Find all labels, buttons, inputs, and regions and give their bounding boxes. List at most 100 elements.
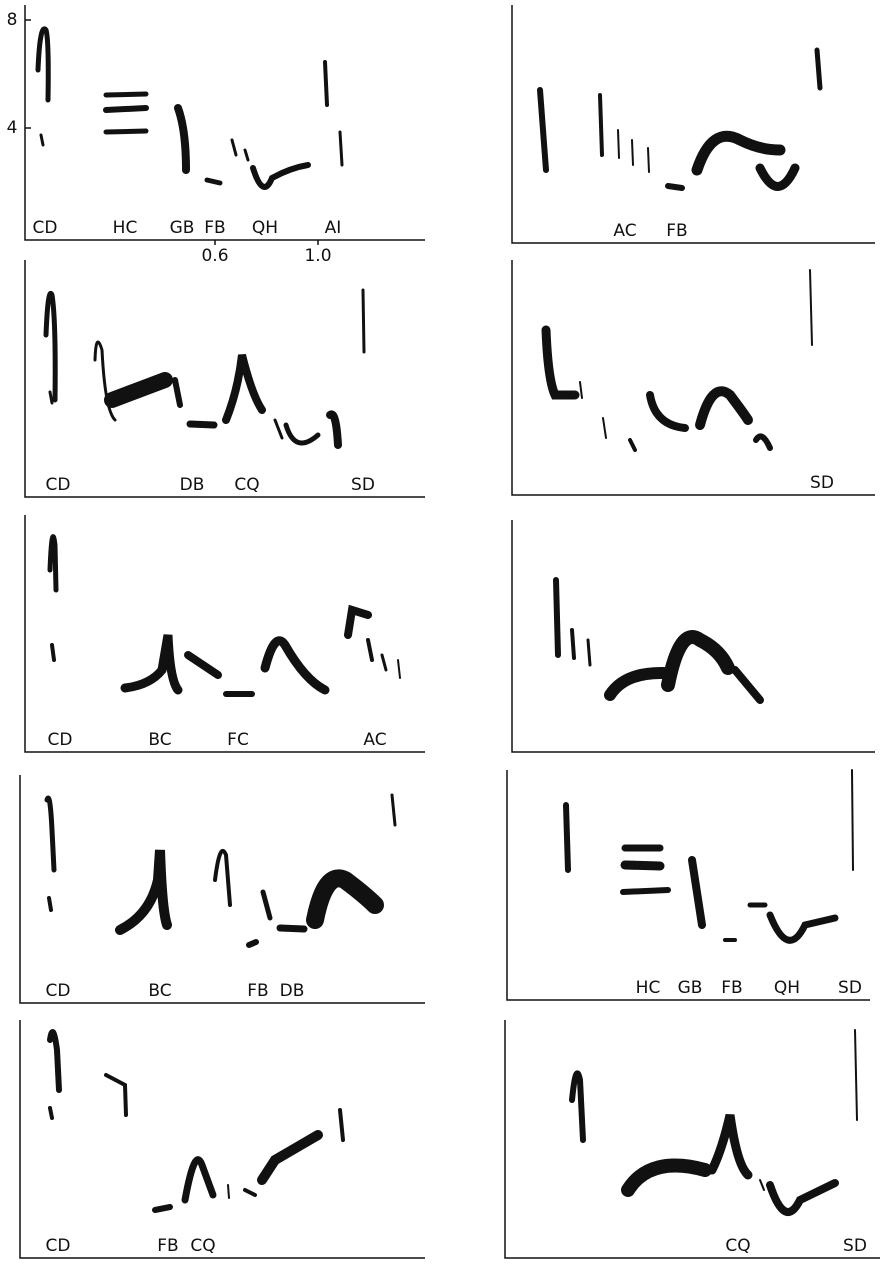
sonogram-syllable (257, 1130, 323, 1185)
sonogram-syllable (390, 793, 397, 827)
sonogram-syllable (326, 410, 342, 449)
syllable-label: HC (636, 978, 661, 998)
sonogram-syllable (47, 896, 53, 912)
sonogram-syllable (631, 139, 634, 166)
syllable-label: QH (252, 218, 278, 238)
y-tick-label: 8 (7, 10, 18, 30)
sonogram-syllable (766, 1179, 839, 1216)
sonogram-syllable (152, 1204, 173, 1213)
sonogram-syllable (814, 47, 823, 91)
sonogram-syllable (338, 1108, 345, 1142)
sonogram-syllable (569, 1070, 586, 1143)
sonogram-syllable (283, 422, 321, 446)
syllable-label: QH (774, 978, 800, 998)
sonogram-syllable (617, 129, 620, 159)
syllable-label: AI (325, 218, 342, 238)
syllable-label: BC (148, 730, 171, 750)
sonogram-syllable (344, 604, 372, 639)
panel-axes (511, 520, 875, 753)
sonogram-syllable (579, 381, 583, 399)
sonogram-syllable (47, 534, 59, 593)
sonogram-syllable (103, 91, 149, 98)
panel-axes (24, 260, 425, 498)
panel-axes (24, 5, 425, 241)
sonogram-syllable (115, 849, 172, 935)
sonogram-syllable (691, 130, 786, 176)
syllable-label: CQ (190, 1236, 215, 1256)
syllable-label: DB (180, 475, 205, 495)
sonogram-syllable (243, 1188, 257, 1197)
sonogram-syllable (50, 643, 56, 662)
sonogram-syllable (707, 1113, 753, 1180)
syllable-label: AC (613, 221, 636, 241)
sonogram-syllable (380, 653, 388, 672)
sonogram-syllable (553, 577, 561, 658)
panel-axes (19, 775, 425, 1004)
x-tick-label: 1.0 (304, 246, 331, 266)
sonogram-syllable (230, 138, 238, 157)
panel-axes (19, 1020, 425, 1259)
syllable-label: FB (157, 1236, 178, 1256)
sonogram-syllable (47, 1029, 62, 1093)
sonogram-syllable (621, 1158, 712, 1197)
syllable-label: CD (46, 475, 71, 495)
panel-axes (24, 515, 425, 753)
sonogram-syllable (602, 417, 607, 439)
sonogram-syllable (586, 638, 592, 667)
sonogram-syllable (338, 130, 344, 167)
sonogram-syllable (688, 856, 706, 929)
sonogram-syllable (93, 340, 117, 422)
syllable-label: SD (843, 1236, 867, 1256)
syllable-label: FC (227, 730, 249, 750)
sonogram-syllable (172, 377, 183, 408)
sonogram-syllable (243, 148, 250, 162)
syllable-label: CD (46, 1236, 71, 1256)
sonogram-syllable (563, 802, 571, 873)
sonogram-syllable (851, 769, 854, 871)
syllable-label: SD (810, 473, 834, 493)
sonogram-syllable (541, 325, 580, 400)
sonogram-syllable (646, 391, 689, 432)
syllable-label: DB (280, 981, 305, 1001)
syllable-label: HC (113, 218, 138, 238)
sonogram-syllable (186, 420, 218, 429)
sonogram-syllable (323, 60, 329, 107)
syllable-label: GB (678, 978, 703, 998)
sonogram-syllable (260, 636, 330, 695)
sonogram-syllable (184, 651, 222, 679)
sonogram-syllable (174, 104, 190, 174)
syllable-label: GB (170, 218, 195, 238)
sonogram-syllable (227, 1184, 230, 1199)
sonogram-syllable (120, 634, 183, 695)
sonogram-syllable (620, 887, 671, 895)
syllable-label: BC (148, 981, 171, 1001)
syllable-label: FB (666, 221, 687, 241)
sonogram-syllable (39, 133, 45, 147)
sonogram-syllable (695, 386, 753, 430)
sonogram-syllable (755, 163, 800, 191)
panel-axes (511, 260, 875, 496)
sonogram-syllable (273, 418, 284, 440)
sonogram-syllable (598, 93, 604, 157)
syllable-label: AC (363, 730, 386, 750)
sonogram-syllable (570, 628, 576, 660)
syllable-label: FB (721, 978, 742, 998)
sonogram-syllable (766, 911, 839, 944)
sonogram-syllable (731, 666, 764, 704)
sonogram-syllable (43, 290, 58, 403)
sonogram-syllable (48, 390, 54, 405)
syllable-label: CD (33, 218, 58, 238)
y-tick-label: 4 (7, 118, 18, 138)
sonogram-syllable (809, 269, 813, 346)
sonogram-syllable (250, 162, 311, 190)
sonogram-syllable (204, 177, 223, 186)
sonogram-syllable (604, 666, 670, 701)
panel-axes (506, 770, 870, 1001)
panel-axes (511, 5, 875, 244)
sonogram-syllable (854, 1029, 858, 1121)
sonogram-syllable (306, 869, 384, 929)
sonogram-syllable (759, 1179, 765, 1191)
sonogram-syllable (276, 924, 308, 933)
sonogram-syllable (104, 1073, 128, 1117)
sonogram-syllable (213, 848, 232, 907)
